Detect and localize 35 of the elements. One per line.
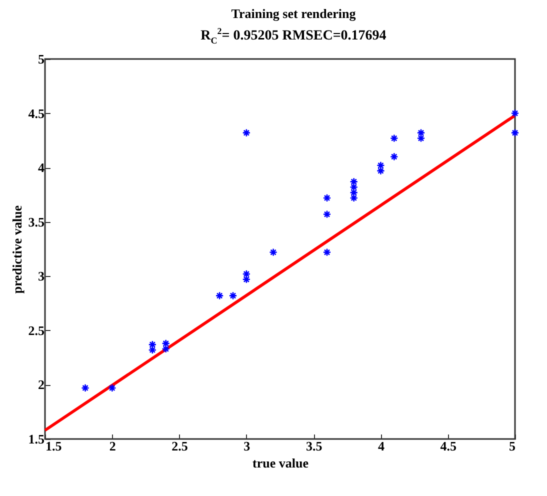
- point: [215, 292, 224, 300]
- point: [148, 340, 157, 350]
- y-tick-label: 4: [38, 160, 45, 176]
- point: [510, 110, 520, 118]
- point: [350, 183, 358, 192]
- point: [269, 248, 278, 257]
- x-axis-title: true value: [252, 456, 309, 471]
- y-tick-label: 2.5: [28, 323, 45, 338]
- x-tick-label: 2.5: [172, 438, 188, 454]
- x-tick-label: 3.5: [306, 438, 323, 454]
- y-tick-label: 5: [38, 52, 45, 67]
- point: [390, 134, 398, 143]
- y-tick-label: 3: [38, 269, 45, 284]
- point: [322, 248, 332, 257]
- x-tick-label: 5: [509, 438, 516, 454]
- point: [510, 129, 520, 138]
- y-axis-title: predictive value: [9, 206, 24, 294]
- x-tick-label: 3: [244, 438, 251, 454]
- x-tick-label: 2: [109, 438, 116, 454]
- point: [376, 167, 385, 176]
- point: [390, 152, 398, 162]
- point: [350, 188, 358, 198]
- x-tick-label: 4: [378, 438, 385, 454]
- chart-subtitle: R$_{C}$$^{2}$= 0.95205 RMSEC=0.17694: [200, 26, 388, 46]
- point: [228, 292, 238, 300]
- x-tick-label: 4.5: [440, 438, 457, 454]
- point: [322, 210, 332, 219]
- y-tick-label: 2: [38, 378, 44, 393]
- point: [242, 129, 251, 138]
- point: [416, 134, 426, 143]
- point: [416, 129, 426, 138]
- point: [350, 178, 358, 186]
- chart-title: Training set rendering: [230, 6, 357, 22]
- y-tick-label: 4.5: [28, 106, 45, 122]
- y-tick-label: 3.5: [28, 214, 45, 230]
